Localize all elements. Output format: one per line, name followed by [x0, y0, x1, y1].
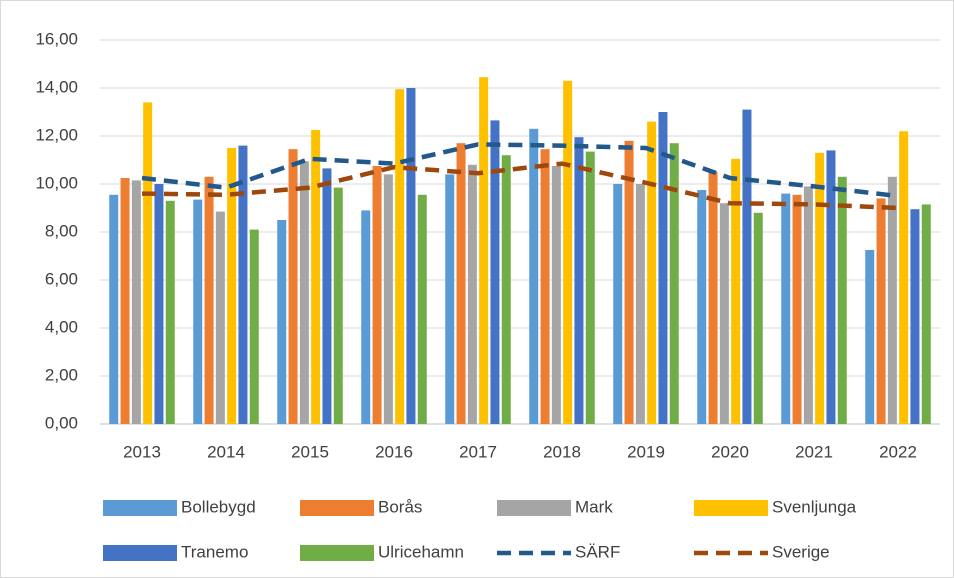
y-tick-label: 0,00 [45, 413, 78, 432]
bar [277, 220, 287, 424]
bar [647, 121, 657, 424]
x-tick-label: 2016 [375, 442, 413, 461]
bar [529, 128, 539, 425]
line-series [141, 142, 899, 199]
bar [563, 80, 573, 425]
y-tick-label: 16,00 [35, 29, 78, 48]
bar [887, 176, 897, 424]
x-tick-label: 2013 [123, 442, 161, 461]
bar [921, 204, 931, 424]
x-tick-label: 2021 [795, 442, 833, 461]
bar [613, 184, 623, 424]
legend-swatch [300, 545, 374, 561]
bar [299, 161, 309, 424]
bar [143, 102, 153, 425]
x-tick-label: 2015 [291, 442, 329, 461]
bar [333, 187, 343, 424]
x-tick-label: 2014 [207, 442, 245, 461]
bar [479, 77, 489, 424]
bar [204, 176, 214, 424]
legend-swatch [497, 500, 571, 516]
bar [719, 203, 729, 424]
bar [731, 158, 741, 425]
legend-swatch [300, 500, 374, 516]
bar [417, 194, 427, 424]
legend-label: Sverige [772, 542, 830, 561]
bar [697, 190, 707, 424]
line-series [141, 161, 899, 211]
y-tick-label: 14,00 [35, 77, 78, 96]
bar [109, 194, 119, 424]
bar [467, 164, 477, 425]
bar [837, 176, 847, 424]
bar [742, 109, 752, 424]
bar [154, 184, 164, 424]
bar [490, 120, 500, 425]
legend-label: Svenljunga [772, 497, 857, 516]
bar [120, 178, 130, 424]
legend-label: Mark [575, 497, 613, 516]
bar [635, 184, 645, 424]
bar [803, 186, 813, 424]
bar [193, 199, 203, 424]
bar [372, 166, 382, 424]
y-tick-label: 6,00 [45, 269, 78, 288]
bar [574, 137, 584, 424]
bar [815, 152, 825, 425]
bar [383, 174, 393, 424]
y-tick-label: 12,00 [35, 125, 78, 144]
legend-label: Ulricehamn [378, 542, 464, 561]
bar [781, 193, 791, 424]
bar [406, 88, 416, 424]
y-tick-label: 8,00 [45, 221, 78, 240]
bar [311, 130, 321, 424]
bar [910, 209, 920, 424]
x-tick-label: 2018 [543, 442, 581, 461]
legend-swatch [694, 500, 768, 516]
bar [249, 229, 259, 424]
bar [585, 151, 595, 424]
y-tick-label: 2,00 [45, 365, 78, 384]
bar [215, 211, 225, 424]
bar [826, 150, 836, 424]
x-tick-label: 2020 [711, 442, 749, 461]
bar [669, 143, 679, 424]
y-tick-label: 4,00 [45, 317, 78, 336]
legend-label: Tranemo [181, 542, 248, 561]
bar [395, 89, 405, 424]
bar [131, 180, 141, 424]
bar [227, 148, 237, 424]
bar [708, 172, 718, 424]
bar [445, 174, 455, 424]
bar [456, 143, 466, 424]
bar [322, 168, 332, 424]
bar [624, 140, 634, 425]
x-tick-label: 2017 [459, 442, 497, 461]
bar [865, 250, 875, 424]
x-tick-label: 2019 [627, 442, 665, 461]
y-tick-label: 10,00 [35, 173, 78, 192]
bar [288, 149, 298, 424]
bar [753, 212, 763, 424]
bar [540, 149, 550, 424]
legend-swatch [103, 545, 177, 561]
legend-swatch [103, 500, 177, 516]
bar [361, 210, 371, 424]
bar [551, 166, 561, 424]
bar [238, 145, 248, 424]
legend-label: Borås [378, 497, 422, 516]
bar [792, 194, 802, 424]
bar [876, 198, 886, 424]
x-tick-label: 2022 [879, 442, 917, 461]
bar [501, 155, 511, 424]
bar [165, 200, 175, 424]
bar [899, 131, 909, 424]
legend-label: Bollebygd [181, 497, 256, 516]
legend-label: SÄRF [575, 542, 620, 561]
bar [658, 112, 668, 424]
